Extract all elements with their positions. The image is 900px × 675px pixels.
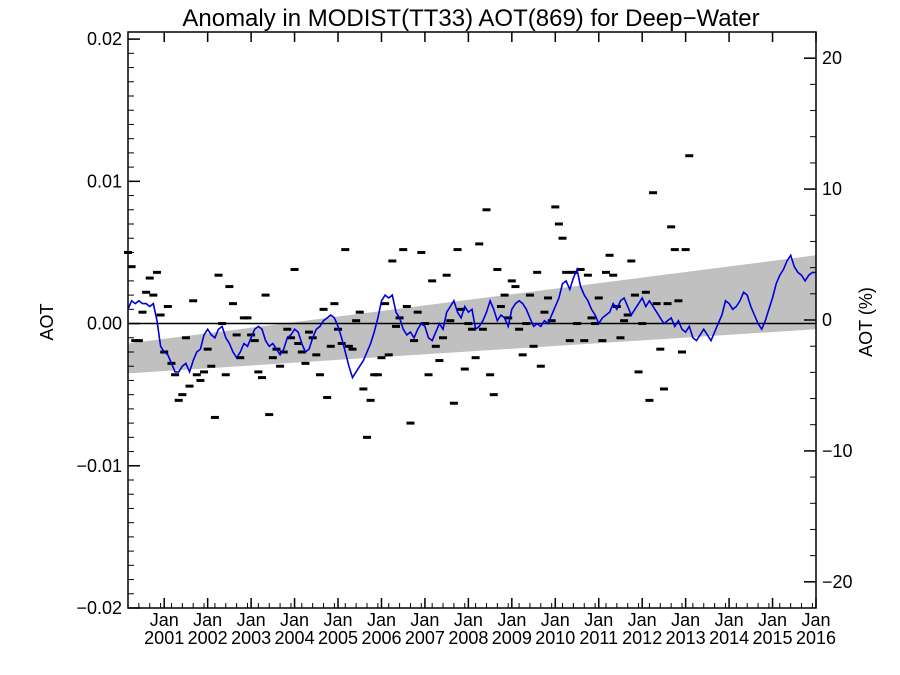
- x-tick-year: 2005: [318, 628, 358, 648]
- x-tick-year: 2002: [188, 628, 228, 648]
- x-tick-year: 2010: [535, 628, 575, 648]
- x-tick-month: Jan: [410, 610, 439, 630]
- x-tick-year: 2011: [579, 628, 618, 648]
- x-tick-month: Jan: [758, 610, 787, 630]
- x-ticks: Jan2001Jan2002Jan2003Jan2004Jan2005Jan20…: [127, 32, 836, 648]
- x-tick-month: Jan: [671, 610, 700, 630]
- x-tick-month: Jan: [628, 610, 657, 630]
- x-tick-month: Jan: [801, 610, 830, 630]
- y-axis-label: AOT: [37, 303, 57, 340]
- y-tick-label: −0.02: [76, 598, 122, 618]
- y-tick-label-right: 10: [822, 179, 842, 199]
- y-tick-label-right: 20: [822, 48, 842, 68]
- x-tick-month: Jan: [237, 610, 266, 630]
- x-tick-year: 2004: [275, 628, 315, 648]
- x-tick-month: Jan: [715, 610, 744, 630]
- marker-layer: [124, 154, 694, 439]
- x-tick-year: 2012: [622, 628, 662, 648]
- x-tick-month: Jan: [193, 610, 222, 630]
- x-tick-year: 2003: [231, 628, 271, 648]
- x-tick-month: Jan: [280, 610, 309, 630]
- trend-band-layer: [128, 255, 816, 374]
- y-tick-label-right: −20: [822, 572, 853, 592]
- line-layer: [127, 253, 816, 380]
- x-tick-year: 2006: [361, 628, 401, 648]
- y-tick-label: 0.01: [87, 171, 122, 191]
- chart-title: Anomaly in MODIST(TT33) AOT(869) for Dee…: [182, 5, 759, 32]
- x-tick-month: Jan: [367, 610, 396, 630]
- x-tick-year: 2013: [666, 628, 706, 648]
- x-tick-month: Jan: [454, 610, 483, 630]
- y-tick-label: 0.00: [87, 314, 122, 334]
- x-tick-year: 2015: [753, 628, 793, 648]
- trend-band: [128, 255, 816, 374]
- x-tick-year: 2014: [709, 628, 749, 648]
- x-tick-year: 2016: [796, 628, 836, 648]
- y-ticks-left: 0.02 0.01 0.00 −0.01 −0.02: [76, 29, 140, 618]
- y-tick-label: 0.02: [87, 29, 122, 49]
- x-tick-month: Jan: [497, 610, 526, 630]
- y-tick-label: −0.01: [76, 456, 122, 476]
- x-tick-year: 2009: [492, 628, 532, 648]
- x-tick-year: 2007: [405, 628, 445, 648]
- y-tick-label-right: 0: [822, 310, 832, 330]
- x-tick-year: 2008: [448, 628, 488, 648]
- x-tick-month: Jan: [324, 610, 353, 630]
- y-tick-label-right: −10: [822, 441, 853, 461]
- x-tick-month: Jan: [584, 610, 613, 630]
- anomaly-line: [127, 253, 816, 380]
- y-ticks-right: 20 10 0 −10 −20: [804, 31, 853, 609]
- x-tick-year: 2001: [144, 628, 184, 648]
- x-tick-month: Jan: [150, 610, 179, 630]
- y-axis-label-right: AOT (%): [856, 287, 876, 357]
- x-tick-month: Jan: [541, 610, 570, 630]
